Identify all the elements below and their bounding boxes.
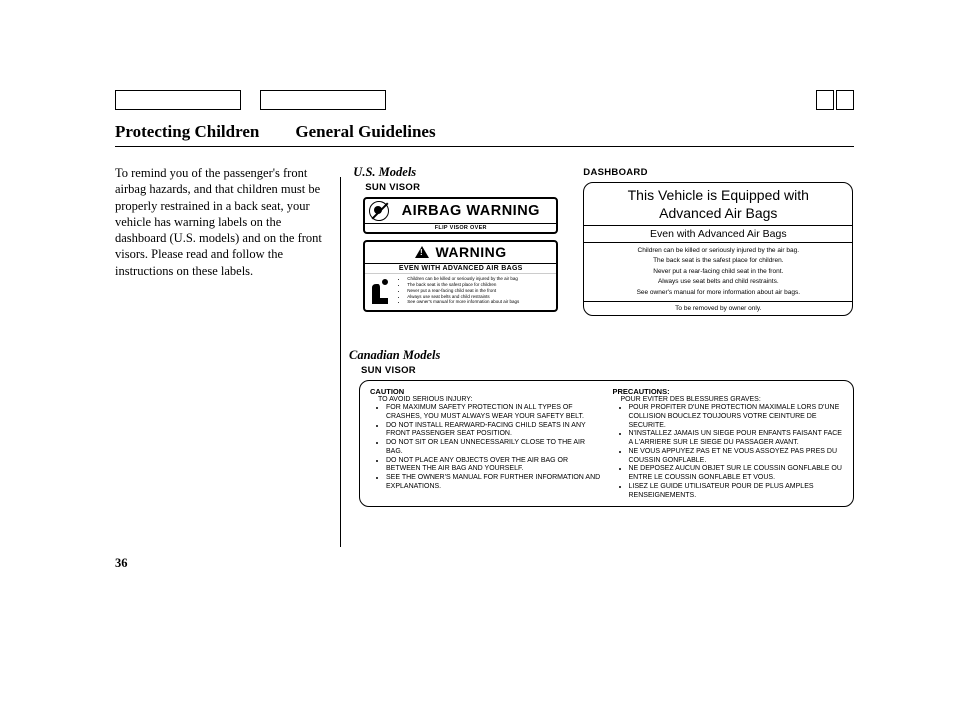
dashboard-line: Never put a rear-facing child seat in th… (592, 267, 844, 277)
dashboard-line: Children can be killed or seriously inju… (592, 246, 844, 256)
caution-lead-fr: POUR EVITER DES BLESSURES GRAVES: (613, 396, 844, 403)
page-number: 36 (115, 556, 128, 571)
header-box-1 (115, 90, 241, 110)
warning-label: WARNING EVEN WITH ADVANCED AIR BAGS Chil… (363, 240, 558, 312)
caution-bullet-fr: NE VOUS APPUYEZ PAS ET NE VOUS ASSOYEZ P… (629, 448, 844, 466)
header-box-2 (260, 90, 386, 110)
us-models-heading: U.S. Models (353, 165, 573, 180)
dashboard-label-subtitle: Even with Advanced Air Bags (584, 225, 852, 243)
dashboard-label-title: This Vehicle is Equipped with Advanced A… (584, 183, 852, 225)
flip-visor-text: FLIP VISOR OVER (365, 223, 556, 232)
page-title-row: Protecting Children General Guidelines (115, 122, 854, 147)
caution-caption-en: CAUTION (370, 387, 601, 396)
dashboard-label-lines: Children can be killed or seriously inju… (584, 243, 852, 302)
airbag-warning-label: AIRBAG WARNING FLIP VISOR OVER (363, 197, 558, 234)
caution-bullet-fr: POUR PROFITER D'UNE PROTECTION MAXIMALE … (629, 404, 844, 430)
airbag-warning-text: AIRBAG WARNING (389, 203, 552, 219)
dashboard-label-remove: To be removed by owner only. (584, 302, 852, 312)
caution-caption-fr: PRECAUTIONS: (613, 387, 844, 396)
dashboard-line: See owner's manual for more information … (592, 288, 844, 298)
page-title-right: General Guidelines (295, 122, 435, 141)
warning-triangle-icon (415, 246, 429, 258)
warning-bullets: Children can be killed or seriously inju… (399, 276, 519, 308)
warning-subtitle: EVEN WITH ADVANCED AIR BAGS (365, 264, 556, 274)
sun-visor-heading: SUN VISOR (365, 182, 573, 193)
dashboard-line: The back seat is the safest place for ch… (592, 256, 844, 266)
caution-bullet-fr: LISEZ LE GUIDE UTILISATEUR POUR DE PLUS … (629, 483, 844, 501)
body-paragraph: To remind you of the passenger's front a… (115, 165, 340, 547)
caution-bullet-fr: NE DEPOSEZ AUCUN OBJET SUR LE COUSSIN GO… (629, 465, 844, 483)
caution-bullet-en: DO NOT INSTALL REARWARD-FACING CHILD SEA… (386, 422, 601, 440)
header-box-3 (816, 90, 834, 110)
canadian-label-english: CAUTION TO AVOID SERIOUS INJURY: FOR MAX… (364, 387, 607, 500)
header-placeholder-boxes (115, 90, 854, 118)
canadian-models-heading: Canadian Models (349, 348, 854, 363)
warning-bullet: See owner's manual for more information … (407, 299, 519, 305)
caution-bullet-fr: N'INSTALLEZ JAMAIS UN SIEGE POUR ENFANTS… (629, 430, 844, 448)
canadian-sun-visor-heading: SUN VISOR (361, 365, 854, 376)
caution-bullet-en: DO NOT SIT OR LEAN UNNECESSARILY CLOSE T… (386, 439, 601, 457)
canadian-label: CAUTION TO AVOID SERIOUS INJURY: FOR MAX… (359, 380, 854, 507)
header-box-4 (836, 90, 854, 110)
caution-bullet-en: DO NOT PLACE ANY OBJECTS OVER THE AIR BA… (386, 457, 601, 475)
column-separator (340, 177, 341, 547)
dashboard-heading: DASHBOARD (583, 167, 854, 178)
child-seat-icon (368, 276, 396, 308)
page-title-left: Protecting Children (115, 122, 259, 141)
warning-bullet: Children can be killed or seriously inju… (407, 276, 519, 282)
dashboard-label: This Vehicle is Equipped with Advanced A… (583, 182, 853, 316)
caution-bullet-en: SEE THE OWNER'S MANUAL FOR FURTHER INFOR… (386, 474, 601, 492)
dashboard-line: Always use seat belts and child restrain… (592, 277, 844, 287)
no-child-seat-icon (369, 201, 389, 221)
warning-title: WARNING (435, 244, 506, 260)
caution-bullet-en: FOR MAXIMUM SAFETY PROTECTION IN ALL TYP… (386, 404, 601, 422)
caution-lead-en: TO AVOID SERIOUS INJURY: (370, 396, 601, 403)
canadian-label-french: PRECAUTIONS: POUR EVITER DES BLESSURES G… (607, 387, 850, 500)
